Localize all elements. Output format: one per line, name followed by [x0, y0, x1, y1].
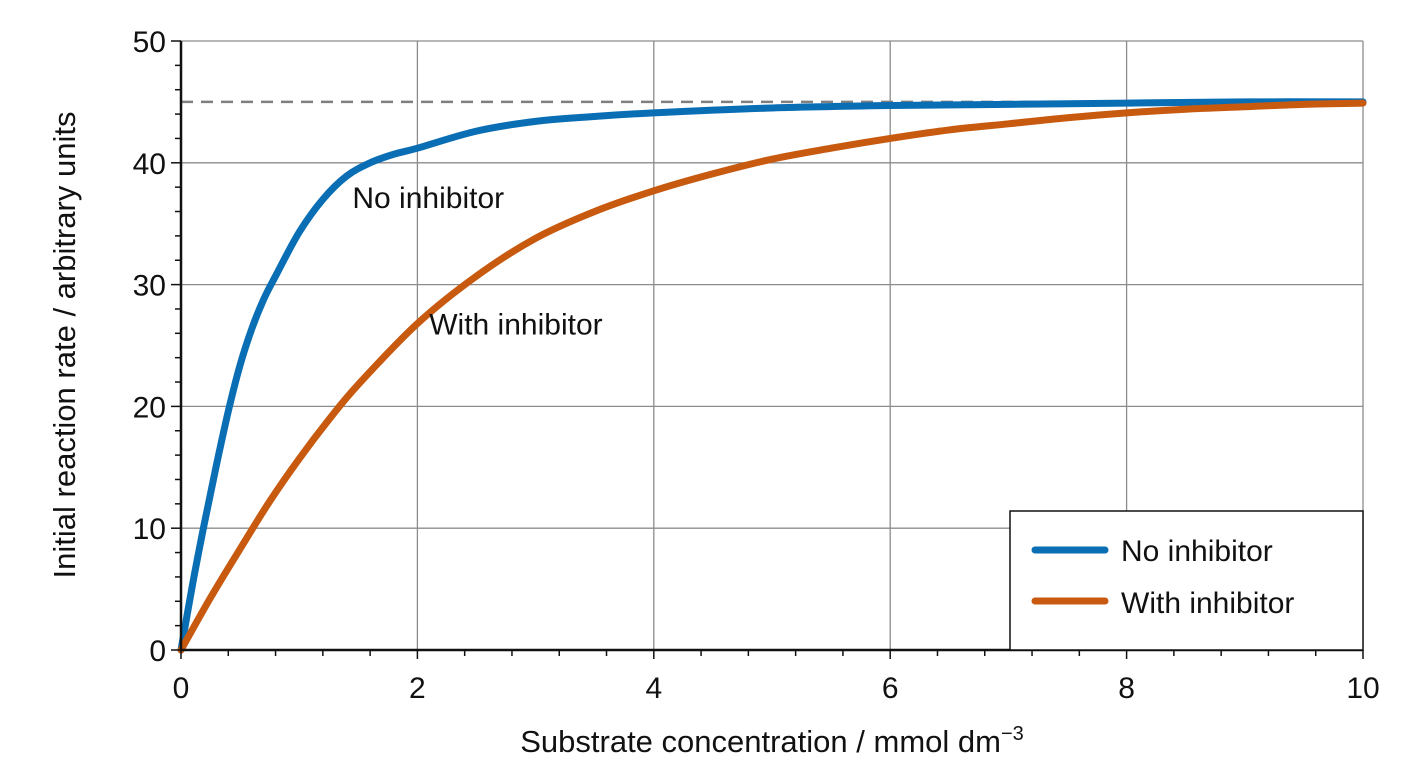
x-axis-label-text: Substrate concentration / mmol dm — [520, 724, 1001, 759]
x-axis-label-superscript: −3 — [1001, 723, 1024, 745]
x-tick-label: 4 — [645, 672, 662, 705]
x-tick-label: 6 — [882, 672, 899, 705]
annotation-with-inhibitor: With inhibitor — [429, 309, 602, 342]
x-tick-label: 8 — [1118, 672, 1135, 705]
y-tick-label: 30 — [133, 270, 166, 303]
y-axis-label: Initial reaction rate / arbitrary units — [47, 112, 82, 579]
y-tick-label: 50 — [133, 26, 166, 59]
legend-label-no-inhibitor: No inhibitor — [1121, 535, 1273, 568]
y-tick-label: 0 — [149, 635, 166, 668]
grid — [181, 40, 1364, 650]
y-tick-label: 40 — [133, 148, 166, 181]
x-tick-label: 10 — [1346, 672, 1379, 705]
legend: No inhibitor With inhibitor — [1009, 510, 1364, 651]
x-axis-label: Substrate concentration / mmol dm−3 — [520, 723, 1024, 759]
x-tick-label: 0 — [173, 672, 190, 705]
series-layer — [177, 98, 1367, 654]
tick-marks — [171, 40, 1364, 659]
series-line-with-inhibitor — [177, 99, 1367, 654]
tick-labels: 0 2 4 6 8 10 0 10 20 30 40 50 — [133, 26, 1380, 705]
legend-box — [1009, 510, 1364, 651]
annotation-no-inhibitor: No inhibitor — [352, 182, 504, 215]
y-tick-label: 20 — [133, 391, 166, 424]
y-tick-label: 10 — [133, 513, 166, 546]
x-tick-label: 2 — [409, 672, 426, 705]
legend-label-with-inhibitor: With inhibitor — [1121, 587, 1294, 620]
series-line-no-inhibitor — [177, 98, 1367, 654]
